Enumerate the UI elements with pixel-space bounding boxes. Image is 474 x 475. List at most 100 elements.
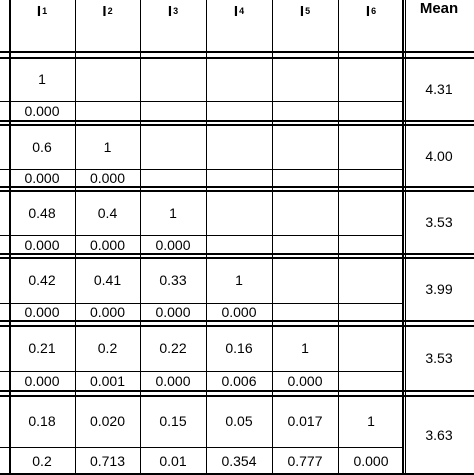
- row-top-line: [0, 325, 474, 327]
- sig-cell-r5-c6: [338, 371, 404, 391]
- corr-cell-r2-c3: [140, 124, 206, 169]
- sig-cell-r4-c1: 0.000: [24, 304, 60, 320]
- header-subscript: 3: [173, 5, 179, 16]
- header-subscript: 1: [42, 5, 48, 16]
- corr-cell-r6-c5: 0.017: [287, 413, 323, 429]
- sig-cell-r1-c4: [206, 101, 272, 121]
- sig-cell-r1-c1: 0.000: [24, 103, 60, 119]
- header-subscript: 5: [305, 5, 311, 16]
- sig-cell-r4-c2: 0.000: [89, 304, 126, 320]
- column-divider-line: [75, 0, 76, 474]
- sig-cell-r2-c1: 0.000: [24, 170, 60, 186]
- sig-cell-r3-c6: [338, 235, 404, 254]
- sig-cell-r6-c6: 0.000: [353, 452, 389, 469]
- corr-cell-r3-c4: [206, 190, 272, 235]
- sig-cell-r4-c5: [272, 303, 338, 321]
- corr-cell-r1-c5: [272, 57, 338, 101]
- mean-cell-r6: 3.63: [425, 426, 453, 443]
- sig-cell-r3-c2: 0.000: [89, 236, 126, 253]
- corr-cell-r2-c2: 1: [103, 138, 112, 155]
- corr-cell-r2-c6: [338, 124, 404, 169]
- sig-cell-r1-c6: [338, 101, 404, 121]
- column-divider-line: [338, 0, 339, 474]
- mean-cell-r5: 3.53: [425, 350, 453, 366]
- sig-cell-r6-c3: 0.01: [159, 452, 187, 469]
- header-base: I: [365, 2, 371, 20]
- row-split-line: [0, 303, 404, 304]
- row-top-line: [0, 124, 474, 126]
- corr-cell-r4-c1: 0.42: [28, 272, 56, 288]
- corr-cell-r6-c3: 0.15: [159, 413, 187, 429]
- mean-divider-line: [402, 0, 404, 474]
- sig-cell-r5-c2: 0.001: [89, 373, 126, 389]
- corr-cell-r5-c4: 0.16: [225, 340, 253, 356]
- corr-cell-r1-c1: 1: [38, 71, 46, 87]
- corr-cell-r6-c2: 0.020: [89, 413, 126, 429]
- sig-cell-r1-c5: [272, 101, 338, 121]
- header-base: I: [233, 2, 239, 20]
- sig-cell-r2-c4: [206, 169, 272, 187]
- corr-cell-r4-c4: 1: [235, 272, 243, 288]
- sig-cell-r5-c5: 0.000: [287, 373, 323, 389]
- corr-cell-r1-c2: [75, 57, 140, 101]
- corr-cell-r4-c2: 0.41: [93, 272, 122, 288]
- sig-cell-r5-c4: 0.006: [221, 373, 257, 389]
- sig-cell-r6-c4: 0.354: [221, 452, 257, 469]
- corr-cell-r3-c2: 0.4: [97, 204, 118, 221]
- sig-cell-r4-c4: 0.000: [221, 304, 257, 320]
- sig-cell-r5-c1: 0.000: [24, 373, 60, 389]
- row-bottom-line: [0, 186, 474, 188]
- sig-cell-r2-c2: 0.000: [89, 170, 126, 186]
- corr-cell-r6-c1: 0.18: [28, 413, 56, 429]
- column-divider-line: [272, 0, 273, 474]
- row-top-line: [0, 257, 474, 259]
- row-split-line: [0, 371, 404, 372]
- header-base: I: [102, 2, 107, 20]
- corr-cell-r4-c5: [272, 257, 338, 303]
- corr-cell-r3-c6: [338, 190, 404, 235]
- sig-cell-r2-c5: [272, 169, 338, 187]
- corr-cell-r2-c5: [272, 124, 338, 169]
- header-subscript: 2: [107, 5, 113, 16]
- sig-cell-r4-c3: 0.000: [155, 304, 191, 320]
- corr-cell-r5-c3: 0.22: [159, 340, 187, 356]
- mean-divider-inner-line: [405, 0, 406, 474]
- header-base: I: [167, 2, 173, 20]
- sig-cell-r1-c2: [75, 101, 140, 121]
- corr-cell-r1-c4: [206, 57, 272, 101]
- sig-cell-r3-c4: [206, 235, 272, 254]
- sig-cell-r6-c5: 0.777: [287, 452, 323, 469]
- header-bottom-line: [0, 51, 474, 53]
- mean-cell-r3: 3.53: [425, 214, 453, 230]
- sig-cell-r2-c6: [338, 169, 404, 187]
- sig-cell-r2-c3: [140, 169, 206, 187]
- corr-cell-r4-c6: [338, 257, 404, 303]
- corr-cell-r2-c4: [206, 124, 272, 169]
- corr-cell-r2-c1: 0.6: [32, 138, 52, 155]
- row-bottom-line: [0, 320, 474, 322]
- sig-cell-r3-c5: [272, 235, 338, 254]
- row-split-line: [0, 235, 404, 236]
- header-mean: Mean: [419, 0, 459, 17]
- header-base: I: [36, 2, 42, 20]
- corr-cell-r5-c2: 0.2: [97, 340, 118, 356]
- row-split-line: [0, 169, 404, 170]
- row-bottom-line: [0, 390, 474, 392]
- corr-cell-r6-c4: 0.05: [225, 413, 253, 429]
- corr-cell-r5-c1: 0.21: [28, 340, 56, 356]
- row-bottom-line: [0, 253, 474, 255]
- corr-cell-r3-c1: 0.48: [28, 204, 56, 221]
- header-subscript: 4: [239, 5, 245, 16]
- column-divider-line: [206, 0, 207, 474]
- row-split-line: [0, 447, 404, 448]
- row-split-line: [0, 101, 404, 102]
- corr-cell-r1-c3: [140, 57, 206, 101]
- sig-cell-r1-c3: [140, 101, 206, 121]
